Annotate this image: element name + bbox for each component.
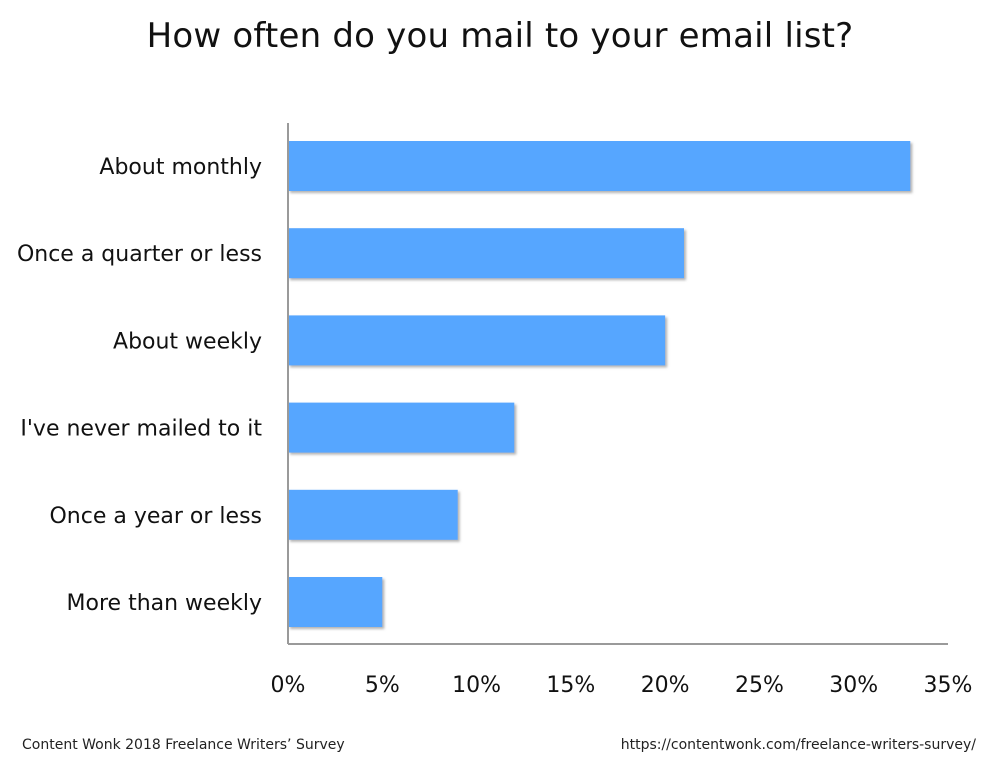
bars-group bbox=[288, 141, 911, 627]
x-tick-label: 35% bbox=[924, 673, 973, 698]
x-tick-label: 0% bbox=[271, 673, 306, 698]
category-label-once-a-quarter-or-less: Once a quarter or less bbox=[17, 242, 262, 267]
category-label-more-than-weekly: More than weekly bbox=[67, 591, 262, 616]
category-label-once-a-year-or-less: Once a year or less bbox=[49, 504, 262, 529]
bar-about-weekly bbox=[288, 315, 666, 366]
category-labels: About monthly Once a quarter or less About… bbox=[17, 155, 262, 616]
x-tick-label: 10% bbox=[452, 673, 501, 698]
bar-once-a-quarter-or-less bbox=[288, 228, 684, 279]
x-tick-label: 15% bbox=[546, 673, 595, 698]
bar-about-monthly bbox=[288, 141, 911, 191]
bar-i-ve-never-mailed-to-it bbox=[288, 402, 515, 453]
bar-more-than-weekly bbox=[288, 577, 383, 627]
axes bbox=[287, 123, 948, 645]
chart-title: How often do you mail to your email list… bbox=[146, 16, 854, 56]
category-label-about-monthly: About monthly bbox=[99, 155, 262, 180]
x-tick-label: 5% bbox=[365, 673, 400, 698]
bar-once-a-year-or-less bbox=[288, 489, 458, 540]
x-tick-labels: 0% 5% 10% 15% 20% 25% 30% 35% bbox=[271, 673, 973, 698]
x-tick-label: 25% bbox=[735, 673, 784, 698]
category-label-i-ve-never-mailed-to-it: I've never mailed to it bbox=[20, 417, 262, 442]
x-tick-label: 30% bbox=[829, 673, 878, 698]
source-url[interactable]: https://contentwonk.com/freelance-writer… bbox=[620, 737, 976, 753]
source-credit: Content Wonk 2018 Freelance Writers’ Sur… bbox=[22, 737, 345, 753]
category-label-about-weekly: About weekly bbox=[113, 329, 262, 354]
x-tick-label: 20% bbox=[641, 673, 690, 698]
